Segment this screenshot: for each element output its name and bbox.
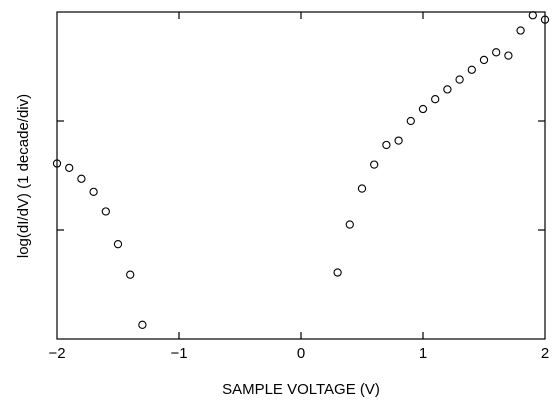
data-point <box>443 85 452 94</box>
data-point <box>101 207 110 216</box>
data-point <box>492 48 501 57</box>
data-point <box>406 116 415 126</box>
x-tick-label: −1 <box>170 345 187 362</box>
data-point <box>479 55 489 65</box>
data-point <box>528 11 537 20</box>
x-tick-label: 2 <box>541 345 549 362</box>
data-point <box>357 184 367 193</box>
x-axis-title: SAMPLE VOLTAGE (V) <box>222 381 380 398</box>
data-point <box>65 163 74 173</box>
data-point <box>467 65 476 74</box>
x-tick-label: −2 <box>48 345 65 362</box>
data-point <box>333 268 342 277</box>
y-axis-title: log(dI/dV) (1 decade/div) <box>15 94 32 258</box>
plot-frame <box>56 11 546 340</box>
x-tick-label: 0 <box>297 345 305 362</box>
data-point <box>418 104 428 114</box>
axis-ticks <box>57 12 545 339</box>
data-point <box>516 26 525 35</box>
data-point <box>455 75 464 84</box>
x-tick-labels: −2 −1 0 1 2 <box>48 345 549 362</box>
data-point <box>138 320 147 329</box>
data-point <box>540 15 550 24</box>
data-point <box>394 136 403 145</box>
x-tick-label: 1 <box>419 345 427 362</box>
data-point <box>504 51 513 60</box>
data-point <box>77 174 86 183</box>
data-points <box>52 11 550 329</box>
data-point <box>89 187 98 196</box>
data-point <box>345 220 354 229</box>
data-point <box>126 270 135 279</box>
data-point <box>370 160 379 169</box>
data-point <box>382 140 391 150</box>
data-point <box>52 159 62 168</box>
data-point <box>113 240 123 249</box>
data-point <box>431 95 440 104</box>
